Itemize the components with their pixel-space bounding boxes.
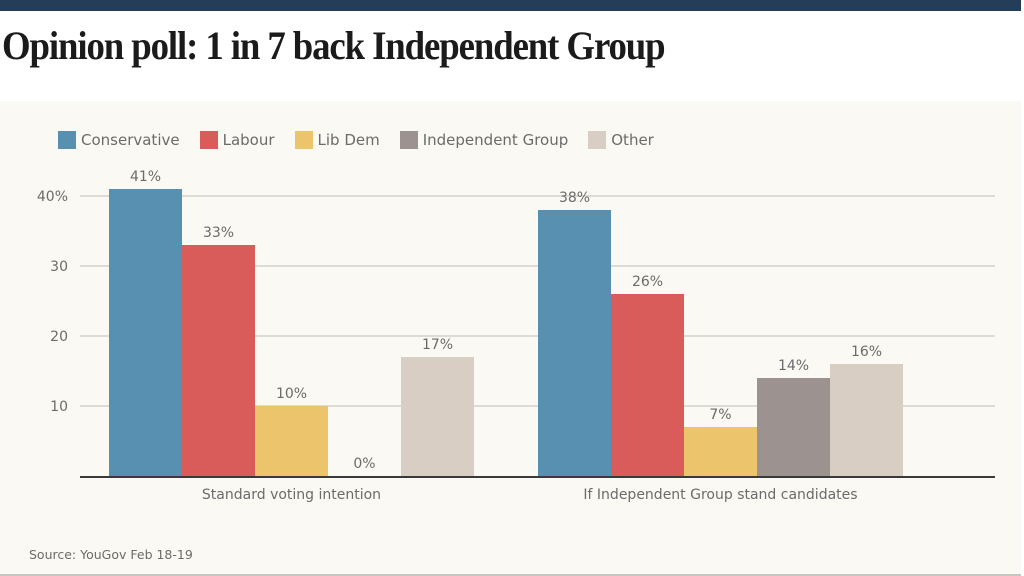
page-title: Opinion poll: 1 in 7 back Independent Gr… bbox=[2, 23, 666, 68]
bar-lib-dem bbox=[255, 406, 328, 476]
legend-item-other: Other bbox=[588, 131, 654, 149]
bar-independent-group bbox=[757, 378, 830, 476]
bar-conservative bbox=[538, 210, 611, 476]
legend-item-lib-dem: Lib Dem bbox=[294, 131, 380, 149]
data-label: 38% bbox=[559, 190, 590, 206]
legend-label: Conservative bbox=[81, 131, 180, 149]
legend-swatch bbox=[58, 131, 76, 149]
legend-swatch bbox=[199, 131, 218, 149]
bar-other bbox=[401, 357, 474, 476]
legend-swatch bbox=[588, 131, 607, 149]
legend-label: Other bbox=[611, 131, 654, 149]
data-label: 41% bbox=[130, 169, 161, 185]
category-label: Standard voting intention bbox=[202, 487, 381, 503]
top-bar bbox=[0, 0, 1021, 11]
right-edge bbox=[1021, 0, 1024, 576]
legend-item-labour: Labour bbox=[199, 131, 275, 149]
legend-label: Independent Group bbox=[422, 131, 569, 149]
y-tick-label: 20 bbox=[50, 329, 68, 345]
y-tick-label: 40% bbox=[37, 189, 68, 205]
category-label: If Independent Group stand candidates bbox=[583, 487, 857, 503]
legend-item-independent-group: Independent Group bbox=[399, 131, 569, 149]
data-label: 17% bbox=[422, 337, 453, 353]
legend-item-conservative: Conservative bbox=[58, 131, 180, 149]
legend: Conservative Labour Lib Dem Independent Gro… bbox=[58, 130, 674, 150]
bar-labour bbox=[182, 245, 255, 476]
legend-swatch bbox=[399, 131, 418, 149]
bar-labour bbox=[611, 294, 684, 476]
bar-conservative bbox=[109, 189, 182, 476]
y-tick-label: 30 bbox=[50, 259, 68, 275]
data-label: 0% bbox=[353, 456, 375, 472]
data-label: 16% bbox=[851, 344, 882, 360]
data-label: 26% bbox=[632, 274, 663, 290]
data-label: 33% bbox=[203, 225, 234, 241]
legend-label: Labour bbox=[222, 131, 275, 149]
y-tick-label: 10 bbox=[50, 399, 68, 415]
legend-label: Lib Dem bbox=[317, 131, 380, 149]
legend-swatch bbox=[294, 131, 313, 149]
source-note: Source: YouGov Feb 18-19 bbox=[29, 547, 193, 562]
bar-lib-dem bbox=[684, 427, 757, 476]
data-label: 10% bbox=[276, 386, 307, 402]
data-label: 14% bbox=[778, 358, 809, 374]
data-label: 7% bbox=[709, 407, 731, 423]
bar-other bbox=[830, 364, 903, 476]
